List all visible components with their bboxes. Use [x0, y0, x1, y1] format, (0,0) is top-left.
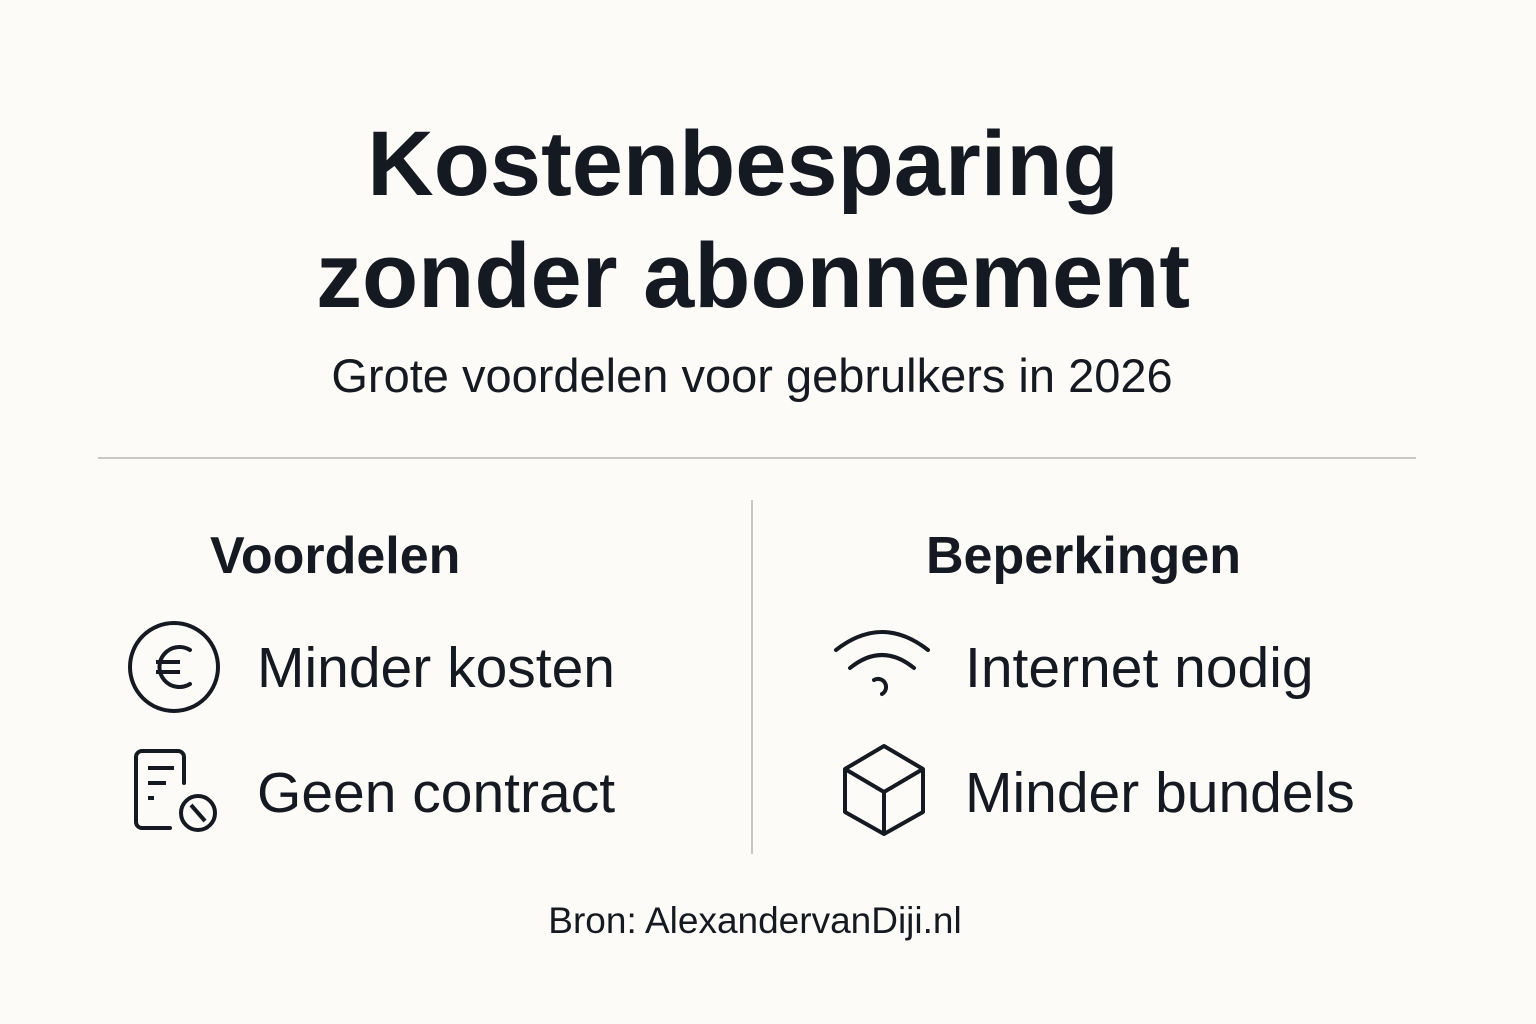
- limitation-item-minder-bundels: Minder bundels: [965, 761, 1355, 825]
- vertical-divider: [751, 500, 753, 854]
- title-line-2: zonder abonnement: [315, 225, 1191, 327]
- document-cancel-icon: [134, 749, 217, 832]
- source-credit: Bron: AlexandervanDiji.nl: [548, 900, 962, 941]
- wifi-icon: [834, 630, 930, 696]
- subtitle: Grote voordelen voor gebrulkers in 2026: [331, 349, 1173, 402]
- advantages-heading: Voordelen: [210, 527, 461, 585]
- title-line-1: Kostenbesparing: [367, 113, 1119, 215]
- euro-coin-icon: [128, 621, 220, 713]
- advantage-item-geen-contract: Geen contract: [257, 761, 616, 825]
- limitations-heading: Beperkingen: [926, 527, 1241, 585]
- cube-box-icon: [843, 744, 925, 836]
- horizontal-divider: [98, 457, 1416, 459]
- limitation-item-internet-nodig: Internet nodig: [965, 636, 1314, 700]
- advantage-item-minder-kosten: Minder kosten: [257, 636, 616, 700]
